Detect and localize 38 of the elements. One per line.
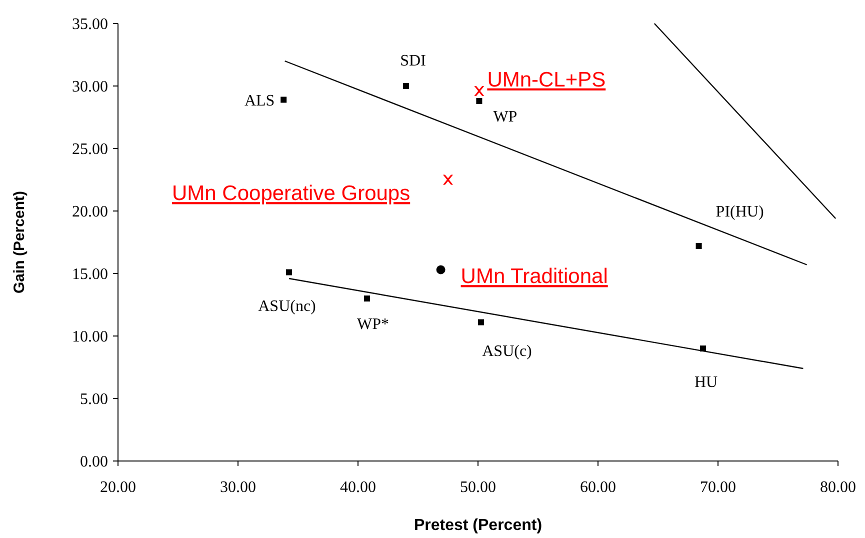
annotation: ASU(c) <box>482 342 532 360</box>
y-tick-label: 35.00 <box>72 16 108 34</box>
point <box>476 98 482 104</box>
point <box>478 319 484 326</box>
x-tick-label: 50.00 <box>460 479 496 496</box>
annotation: ASU(nc) <box>258 298 316 315</box>
annotation: ALS <box>244 92 275 110</box>
series-label: UMn Cooperative Groups <box>172 182 410 206</box>
point <box>403 83 409 89</box>
x-axis-title: Pretest (Percent) <box>414 517 542 534</box>
annotation: HU <box>694 374 718 392</box>
annotation: PI(HU) <box>716 204 764 221</box>
y-tick-label: 20.00 <box>72 204 108 221</box>
annotation: WP* <box>357 316 389 334</box>
point <box>280 96 287 103</box>
point <box>364 296 370 302</box>
annotation: SDI <box>400 52 426 70</box>
x-tick-label: 60.00 <box>580 479 616 496</box>
y-tick-label: 15.00 <box>72 266 108 284</box>
y-tick-label: 0.00 <box>80 454 108 471</box>
x-tick-label: 30.00 <box>220 479 256 496</box>
y-axis-title: Gain (Percent) <box>11 190 28 294</box>
y-tick-label: 25.00 <box>72 141 108 158</box>
annotation: WP <box>493 108 518 126</box>
y-tick-label: 30.00 <box>72 78 108 96</box>
y-tick-label: 5.00 <box>80 391 108 408</box>
point <box>443 174 453 185</box>
series-label: UMn Traditional <box>460 265 608 288</box>
x-tick-label: 70.00 <box>700 479 736 496</box>
point <box>436 265 446 274</box>
point <box>696 243 702 249</box>
series-label: UMn-CL+PS <box>487 68 606 92</box>
y-tick-label: 10.00 <box>72 328 108 346</box>
x-tick-label: 20.00 <box>100 479 136 496</box>
point <box>474 86 484 96</box>
point <box>286 269 292 276</box>
x-tick-label: 40.00 <box>340 479 376 496</box>
x-tick-label: 80.00 <box>820 479 856 496</box>
